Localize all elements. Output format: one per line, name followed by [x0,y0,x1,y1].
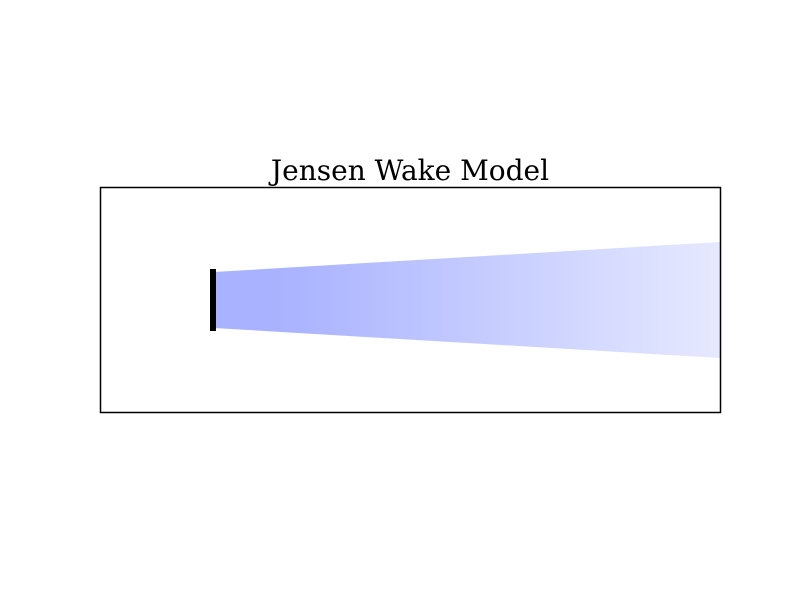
diagram-title: Jensen Wake Model [268,154,549,187]
plot-area [99,186,722,414]
plot-frame [99,186,722,414]
wake-cone [214,242,720,358]
